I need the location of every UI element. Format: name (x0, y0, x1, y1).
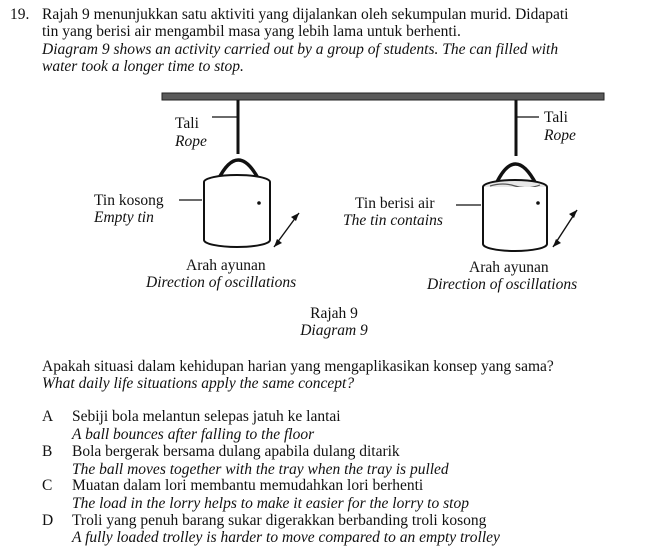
right-rope-label-malay: Tali (544, 109, 568, 126)
option-b-malay[interactable]: Bola bergerak bersama dulang apabila dul… (72, 443, 400, 460)
option-d-malay[interactable]: Troli yang penuh barang sukar digerakkan… (72, 512, 487, 529)
diagram-caption-english: Diagram 9 (300, 322, 368, 339)
question-stem-malay-line1: Rajah 9 menunjukkan satu aktiviti yang d… (42, 6, 569, 23)
option-c-english[interactable]: The load in the lorry helps to make it e… (72, 495, 469, 512)
question-number: 19. (10, 6, 30, 23)
left-rope-label-malay: Tali (175, 115, 199, 132)
right-direction-label-english: Direction of oscillations (427, 276, 578, 293)
left-tin-body (203, 182, 271, 248)
option-b-english[interactable]: The ball moves together with the tray wh… (72, 461, 449, 478)
prompt-english: What daily life situations apply the sam… (42, 375, 355, 392)
empty-tin-label-english: Empty tin (94, 209, 154, 226)
water-tin-label-english: The tin contains (343, 212, 443, 229)
option-a-malay[interactable]: Sebiji bola melantun selepas jatuh ke la… (72, 408, 341, 425)
option-a-english[interactable]: A ball bounces after falling to the floo… (72, 426, 315, 443)
option-d-letter[interactable]: D (42, 512, 54, 529)
option-d-english[interactable]: A fully loaded trolley is harder to move… (72, 529, 500, 546)
left-direction-label-malay: Arah ayunan (186, 257, 266, 274)
left-direction-label-english: Direction of oscillations (146, 274, 297, 291)
water-tin-label-malay: Tin berisi air (355, 195, 435, 212)
prompt-malay: Apakah situasi dalam kehidupan harian ya… (42, 358, 554, 375)
right-arrowhead-up (569, 210, 577, 218)
left-tin-handle (216, 158, 261, 181)
question-stem-english-line2: water took a longer time to stop. (42, 58, 244, 75)
right-arrowhead-down (553, 239, 561, 247)
left-rope-label-english: Rope (175, 133, 207, 150)
right-tin-hole (536, 201, 540, 205)
question-stem-malay-line2: tin yang berisi air mengambil masa yang … (42, 23, 461, 40)
right-direction-label-malay: Arah ayunan (469, 259, 549, 276)
right-tin-handle (494, 162, 538, 185)
left-arrowhead-up (291, 213, 299, 221)
empty-tin-label-malay: Tin kosong (94, 192, 164, 209)
option-a-letter[interactable]: A (42, 408, 54, 425)
right-rope-label-english: Rope (544, 127, 576, 144)
option-b-letter[interactable]: B (42, 443, 53, 460)
left-arrowhead-down (274, 239, 282, 247)
option-c-malay[interactable]: Muatan dalam lori membantu memudahkan lo… (72, 477, 424, 494)
question-stem-english-line1: Diagram 9 shows an activity carried out … (42, 41, 559, 58)
right-tin-body (482, 187, 548, 252)
support-bar (161, 92, 605, 101)
option-c-letter[interactable]: C (42, 477, 53, 494)
left-tin-hole (257, 201, 261, 205)
diagram-caption-malay: Rajah 9 (310, 305, 358, 322)
